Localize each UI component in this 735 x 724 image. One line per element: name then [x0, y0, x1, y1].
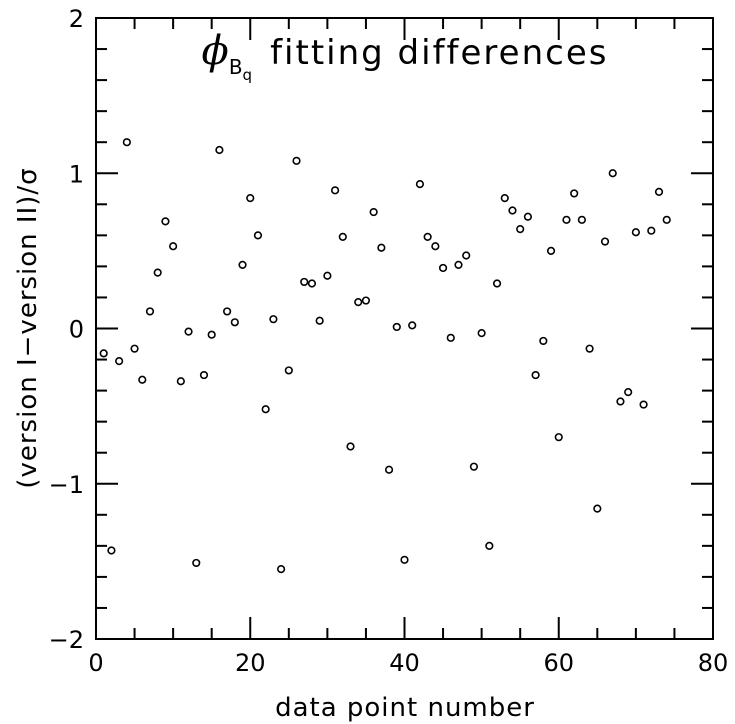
x-axis-label: data point number [275, 693, 535, 723]
data-point [215, 145, 224, 155]
data-point [554, 433, 563, 442]
chart-title: ϕBq fitting differences [202, 28, 609, 84]
data-point [207, 330, 216, 339]
data-point [223, 307, 232, 316]
data-point [570, 189, 579, 198]
data-point [277, 565, 286, 574]
data-point [130, 344, 139, 353]
data-point [431, 242, 440, 251]
data-point [307, 279, 317, 288]
data-point [138, 375, 147, 384]
data-point [369, 207, 378, 217]
data-point [377, 243, 386, 252]
y-tick-label: −1 [49, 471, 84, 499]
data-point [647, 226, 656, 235]
data-point [462, 251, 471, 260]
data-point [492, 279, 502, 288]
data-point [624, 388, 633, 397]
data-point [346, 442, 355, 451]
x-tick-label: 40 [389, 649, 420, 677]
data-point [361, 296, 371, 305]
data-point [184, 327, 193, 336]
data-point [562, 215, 571, 224]
data-point [323, 271, 332, 280]
data-point [338, 232, 347, 242]
y-tick-label: 2 [69, 5, 84, 33]
data-point [354, 298, 363, 307]
data-point [261, 405, 270, 414]
data-point [438, 263, 448, 273]
data-point [315, 316, 324, 325]
data-point [384, 465, 394, 474]
data-point [608, 169, 617, 178]
data-point [523, 212, 533, 221]
data-point [639, 400, 648, 409]
data-point [454, 260, 463, 269]
y-tick-label: −2 [49, 626, 84, 654]
title-symbol: ϕ [202, 28, 229, 74]
title-subsubscript: q [243, 66, 253, 84]
data-point [176, 377, 185, 386]
data-point [122, 138, 131, 147]
data-point [593, 504, 602, 513]
x-tick-label: 60 [543, 649, 574, 677]
data-point [115, 357, 124, 366]
title-text: fitting differences [270, 33, 608, 73]
data-point [169, 242, 178, 251]
axis-ticks [95, 17, 714, 640]
data-point [192, 558, 201, 568]
data-point [269, 315, 278, 324]
data-point [415, 180, 425, 189]
data-point [631, 228, 640, 237]
data-point [392, 322, 401, 332]
data-points [99, 138, 671, 574]
data-point [284, 366, 293, 375]
data-point [508, 206, 517, 215]
data-point [516, 225, 525, 234]
data-point [531, 370, 540, 380]
x-tick-label: 20 [235, 649, 266, 677]
x-tick-label: 80 [698, 649, 729, 677]
data-point [246, 193, 255, 203]
data-point [408, 321, 417, 330]
data-point [238, 260, 247, 269]
y-axis-label: (version I−version II)/σ [13, 167, 43, 488]
axis-tick-labels: 0 20 40 60 80 −2 −1 0 1 2 [49, 5, 729, 677]
x-tick-label: 0 [88, 649, 103, 677]
data-point [199, 370, 209, 380]
data-point [400, 555, 409, 564]
data-point [292, 156, 301, 165]
data-point [539, 336, 548, 346]
data-point [500, 193, 509, 203]
data-point [654, 187, 664, 196]
y-tick-label: 1 [69, 160, 84, 188]
data-point [485, 541, 494, 550]
data-point [585, 344, 594, 353]
data-point [253, 231, 263, 240]
data-point [99, 349, 108, 358]
data-point [161, 217, 170, 226]
data-point [577, 215, 586, 224]
data-point [600, 237, 610, 246]
data-point [546, 246, 556, 255]
y-tick-label: 0 [69, 316, 84, 344]
data-point [662, 215, 671, 224]
title-subscript: B [229, 55, 243, 79]
data-point [423, 232, 432, 242]
data-point [616, 397, 625, 406]
data-point [153, 268, 162, 277]
data-point [469, 462, 479, 471]
data-point [107, 546, 116, 555]
data-point [477, 329, 486, 338]
data-point [145, 307, 155, 316]
data-point [300, 277, 309, 287]
data-point [330, 186, 340, 195]
data-point [446, 333, 455, 342]
data-point [230, 318, 239, 327]
